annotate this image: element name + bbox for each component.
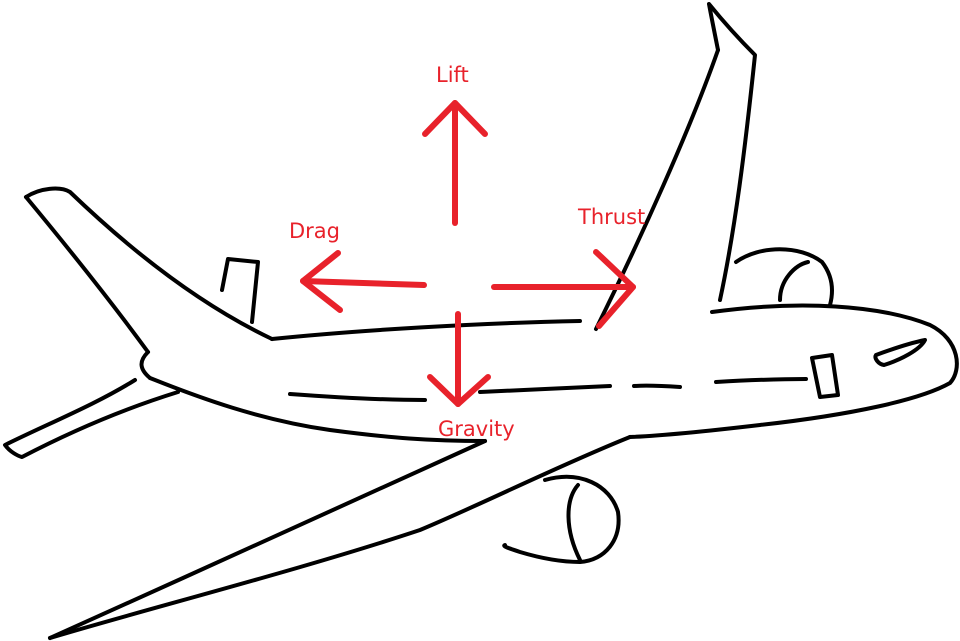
tail-stabilizer bbox=[24, 186, 274, 380]
lower-wing bbox=[48, 435, 632, 640]
thrust-arrow bbox=[491, 249, 636, 329]
lower-engine bbox=[502, 474, 621, 564]
fuselage bbox=[148, 303, 959, 443]
drag-arrow bbox=[300, 250, 427, 313]
gravity-label: Gravity bbox=[438, 417, 515, 441]
lift-arrow bbox=[422, 100, 488, 226]
thrust-label: Thrust bbox=[578, 205, 646, 229]
gravity-arrow bbox=[427, 311, 491, 407]
upper-wing bbox=[594, 2, 757, 331]
drag-label: Drag bbox=[289, 219, 341, 243]
tail-fin bbox=[220, 257, 260, 324]
lift-label: Lift bbox=[436, 63, 469, 87]
lower-stabilizer bbox=[3, 378, 180, 459]
upper-engine bbox=[734, 247, 834, 307]
